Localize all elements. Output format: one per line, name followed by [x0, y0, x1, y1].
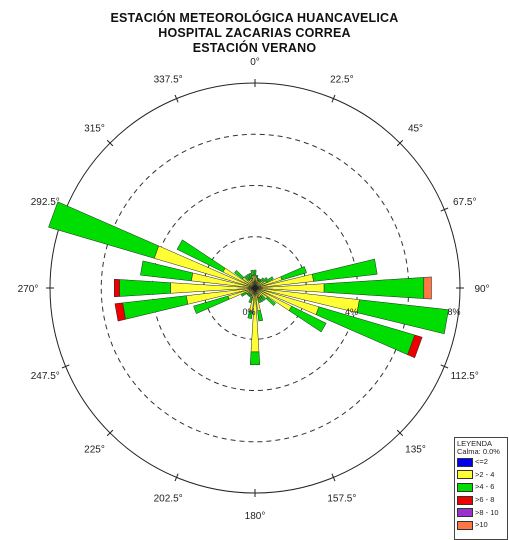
wind-bar [246, 292, 250, 296]
direction-label: 315° [84, 123, 105, 134]
direction-label: 247.5° [31, 371, 60, 382]
legend-calm: Calma: 0.0% [457, 447, 500, 456]
wind-bar [249, 351, 261, 365]
direction-tick [174, 473, 179, 482]
wind-bar [248, 294, 252, 298]
direction-label: 225° [84, 445, 105, 456]
direction-tick [396, 139, 404, 147]
wind-bar [193, 295, 230, 314]
wind-bar [114, 302, 126, 322]
legend-item-label: >10 [475, 520, 488, 530]
wind-bar [356, 299, 449, 335]
direction-label: 202.5° [154, 494, 183, 505]
legend-item: >8 - 10 [455, 506, 507, 519]
legend-swatch [457, 470, 473, 480]
wind-bar [256, 277, 260, 282]
direction-tick [106, 139, 114, 147]
legend-item: >4 - 6 [455, 481, 507, 494]
direction-label: 135° [405, 445, 426, 456]
wind-bar [262, 277, 268, 283]
ring-label: 4% [345, 307, 358, 317]
wind-bar [248, 297, 253, 304]
wind-bar [288, 305, 327, 333]
wind-bar [258, 278, 262, 282]
wind-bar [255, 275, 259, 279]
legend-item: <=2 [455, 456, 507, 469]
wind-bar [257, 310, 264, 322]
direction-label: 0° [250, 57, 260, 68]
direction-label: 22.5° [330, 74, 353, 85]
wind-bar [247, 293, 251, 297]
wind-bar [234, 269, 245, 280]
wind-bar [257, 297, 262, 304]
wind-bar [250, 269, 254, 276]
legend-item-label: >4 - 6 [475, 482, 495, 492]
legend-swatch [457, 495, 473, 505]
legend-swatch [457, 482, 473, 492]
wind-bar [253, 269, 257, 276]
legend-item-label: >2 - 4 [475, 469, 495, 479]
wind-bar [423, 276, 432, 300]
wind-bar [119, 279, 171, 297]
legend-item-label: >6 - 8 [475, 495, 495, 505]
direction-label: 337.5° [154, 74, 183, 85]
wind-bar [176, 239, 226, 273]
legend-item-label: <=2 [475, 457, 488, 467]
direction-label: 45° [408, 123, 423, 134]
wind-bar [122, 295, 189, 320]
legend-swatch [457, 457, 473, 467]
direction-tick [61, 364, 70, 369]
direction-tick [440, 364, 449, 369]
wind-bar [259, 296, 264, 303]
legend-item: >2 - 4 [455, 469, 507, 482]
wind-bar [407, 334, 423, 359]
legend-swatch [457, 520, 473, 530]
legend-item: >6 - 8 [455, 494, 507, 507]
chart-title-line3: ESTACIÓN VERANO [192, 41, 317, 55]
legend-rows: <=2 >2 - 4 >4 - 6 >6 - 8 >8 - 10 >10 [455, 456, 507, 532]
legend-swatch [457, 508, 473, 518]
direction-label: 67.5° [453, 197, 476, 208]
wind-bar [260, 295, 266, 301]
wind-bar [48, 201, 160, 259]
chart-title-block: ESTACIÓN METEOROLÓGICA HUANCAVELICA HOSP… [0, 11, 509, 56]
wind-bar [114, 278, 120, 298]
direction-label: 292.5° [31, 197, 60, 208]
wind-bar [265, 296, 276, 307]
direction-label: 112.5° [451, 371, 479, 382]
direction-tick [174, 94, 179, 103]
direction-tick [396, 429, 404, 437]
legend-item: >10 [455, 519, 507, 532]
direction-tick [331, 94, 336, 103]
chart-title-line1: ESTACIÓN METEOROLÓGICA HUANCAVELICA [110, 11, 399, 25]
direction-label: 90° [474, 284, 489, 295]
wind-bar [248, 272, 253, 279]
legend-item-label: >8 - 10 [475, 507, 499, 517]
legend: LEYENDA Calma: 0.0% <=2 >2 - 4 >4 - 6 >6… [454, 437, 508, 540]
direction-label: 157.5° [327, 494, 356, 505]
wind-bar [244, 275, 250, 281]
chart-title-line2: HOSPITAL ZACARIAS CORREA [158, 26, 351, 40]
direction-label: 270° [18, 284, 39, 295]
wind-bar [259, 277, 265, 283]
wind-bar [312, 258, 378, 282]
wind-bar [246, 273, 251, 280]
wind-bar [140, 260, 193, 282]
wind-bar [323, 277, 425, 299]
legend-title: LEYENDA [457, 439, 493, 448]
ring-label: 0% [242, 307, 255, 317]
direction-tick [331, 473, 336, 482]
direction-label: 180° [245, 511, 266, 522]
direction-tick [106, 429, 114, 437]
ring-label: 8% [447, 307, 460, 317]
wind-bar [280, 266, 307, 281]
wind-bar [240, 292, 247, 297]
direction-tick [440, 207, 449, 212]
wind-bar [265, 276, 274, 283]
wind-bar [247, 310, 253, 319]
